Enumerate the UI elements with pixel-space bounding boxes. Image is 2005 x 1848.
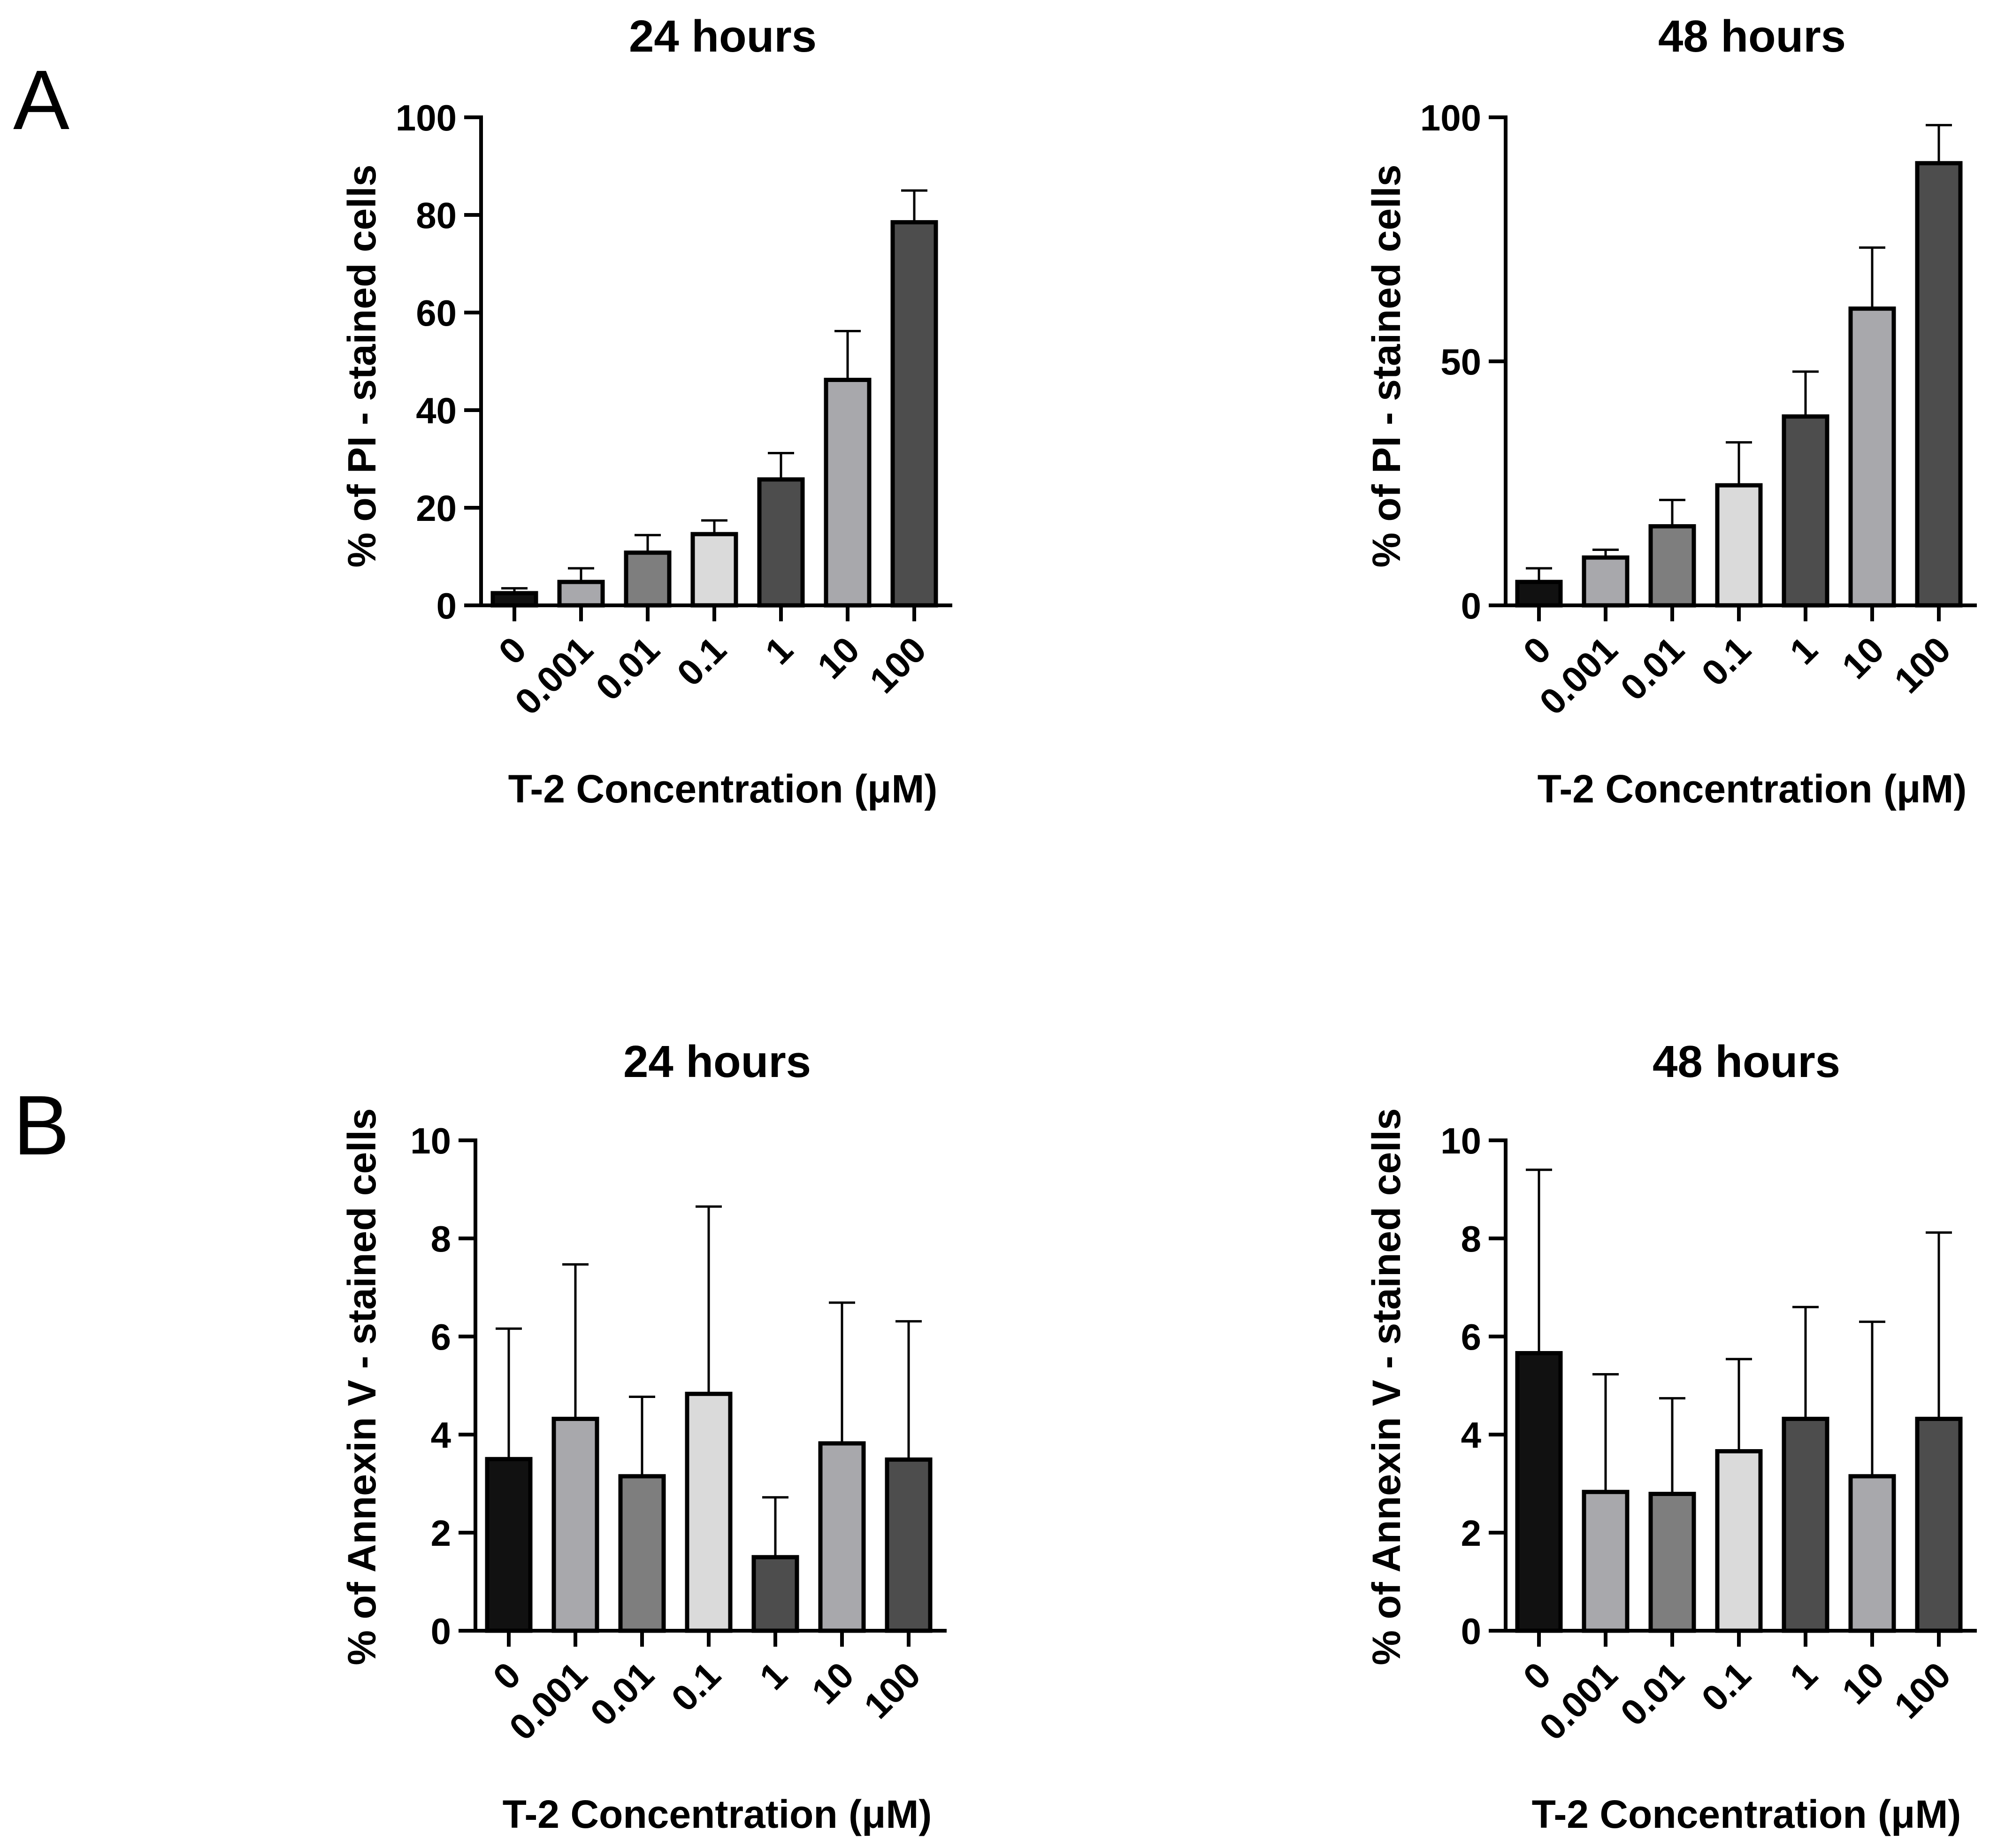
- x-tick-label: 0.1: [1693, 1654, 1759, 1719]
- y-tick-label: 2: [1461, 1512, 1481, 1554]
- y-axis-label: % of PI - stained cells: [1364, 165, 1408, 568]
- chart-title: 48 hours: [1658, 11, 1846, 61]
- x-tick-label: 0: [485, 1654, 528, 1698]
- bar: [751, 1555, 799, 1633]
- bar: [685, 1391, 733, 1633]
- y-tick-label: 60: [416, 292, 457, 334]
- y-axis-label: % of Annexin V - stained cells: [1364, 1108, 1408, 1665]
- y-tick-label: 100: [1420, 97, 1481, 138]
- x-tick-label: 0: [490, 629, 534, 672]
- bar: [1648, 524, 1696, 608]
- bar: [1715, 483, 1763, 608]
- x-axis-label: T-2 Concentration (μM): [503, 1792, 932, 1836]
- x-tick-label: 0: [1515, 1654, 1559, 1698]
- bar: [1782, 1417, 1829, 1633]
- panel-letter-a: A: [13, 53, 69, 147]
- y-axis-label: % of Annexin V - stained cells: [340, 1108, 384, 1665]
- x-axis-label: T-2 Concentration (μM): [1532, 1792, 1961, 1836]
- x-tick-label: 0.1: [1693, 629, 1759, 694]
- bar: [885, 1457, 933, 1633]
- bar: [618, 1474, 666, 1633]
- y-tick-label: 80: [416, 195, 457, 236]
- bar: [1782, 414, 1829, 608]
- bar: [818, 1441, 866, 1633]
- bar: [1648, 1491, 1696, 1633]
- y-tick-label: 0: [436, 585, 457, 626]
- x-tick-label: 0.1: [669, 629, 734, 694]
- bar: [757, 477, 805, 608]
- y-tick-label: 50: [1440, 341, 1481, 382]
- bar: [1848, 1474, 1896, 1633]
- bar: [690, 532, 738, 608]
- x-tick-label: 100: [862, 629, 934, 701]
- bar: [1582, 1489, 1630, 1633]
- panel-letter-b: B: [13, 1078, 69, 1173]
- y-tick-label: 4: [431, 1414, 451, 1456]
- bar: [624, 550, 672, 608]
- x-tick-label: 0.001: [1531, 629, 1625, 723]
- x-tick-label: 0.001: [501, 1654, 595, 1748]
- y-tick-label: 40: [416, 390, 457, 431]
- y-tick-label: 0: [1461, 1611, 1481, 1652]
- bar: [1515, 1351, 1563, 1633]
- y-tick-label: 6: [431, 1316, 451, 1358]
- y-tick-label: 8: [431, 1218, 451, 1260]
- x-tick-label: 0.001: [1531, 1654, 1625, 1748]
- y-tick-label: 20: [416, 488, 457, 529]
- y-tick-label: 10: [1440, 1120, 1481, 1161]
- chart-title: 48 hours: [1653, 1037, 1840, 1087]
- bar: [1715, 1449, 1763, 1633]
- x-tick-label: 1: [757, 629, 801, 672]
- chart-title: 24 hours: [623, 1037, 811, 1087]
- x-tick-label: 1: [751, 1654, 795, 1698]
- y-tick-label: 4: [1461, 1414, 1481, 1456]
- y-tick-label: 0: [431, 1611, 451, 1652]
- x-tick-label: 0: [1515, 629, 1559, 672]
- x-tick-label: 10: [809, 629, 867, 687]
- y-tick-label: 0: [1461, 585, 1481, 626]
- x-axis-label: T-2 Concentration (μM): [508, 767, 938, 811]
- x-tick-label: 100: [1886, 629, 1959, 701]
- y-tick-label: 2: [431, 1512, 451, 1554]
- chart-title: 24 hours: [629, 11, 817, 61]
- x-axis-label: T-2 Concentration (μM): [1538, 767, 1967, 811]
- y-axis-label: % of PI - stained cells: [340, 165, 384, 568]
- bar: [485, 1457, 533, 1633]
- x-tick-label: 100: [856, 1654, 928, 1726]
- x-tick-label: 10: [1834, 1654, 1892, 1712]
- bar: [557, 580, 605, 608]
- x-tick-label: 0.01: [1612, 629, 1692, 709]
- bar: [490, 591, 538, 608]
- bar: [1515, 580, 1563, 608]
- bar: [1848, 306, 1896, 608]
- x-tick-label: 1: [1782, 629, 1825, 672]
- y-tick-label: 6: [1461, 1316, 1481, 1358]
- x-tick-label: 10: [1834, 629, 1892, 687]
- y-tick-label: 10: [410, 1120, 451, 1161]
- bar: [890, 220, 938, 608]
- x-tick-label: 100: [1886, 1654, 1959, 1726]
- bar: [1915, 1417, 1963, 1633]
- x-tick-label: 0.01: [582, 1654, 662, 1734]
- x-tick-label: 0.001: [507, 629, 601, 723]
- bar: [824, 378, 872, 608]
- bar: [551, 1417, 599, 1633]
- x-tick-label: 10: [804, 1654, 862, 1712]
- x-tick-label: 0.01: [1612, 1654, 1692, 1734]
- bar: [1915, 161, 1963, 608]
- x-tick-label: 0.01: [588, 629, 667, 709]
- y-tick-label: 100: [396, 97, 457, 138]
- bar: [1582, 555, 1630, 608]
- x-tick-label: 0.1: [663, 1654, 728, 1719]
- y-tick-label: 8: [1461, 1218, 1481, 1260]
- x-tick-label: 1: [1782, 1654, 1825, 1698]
